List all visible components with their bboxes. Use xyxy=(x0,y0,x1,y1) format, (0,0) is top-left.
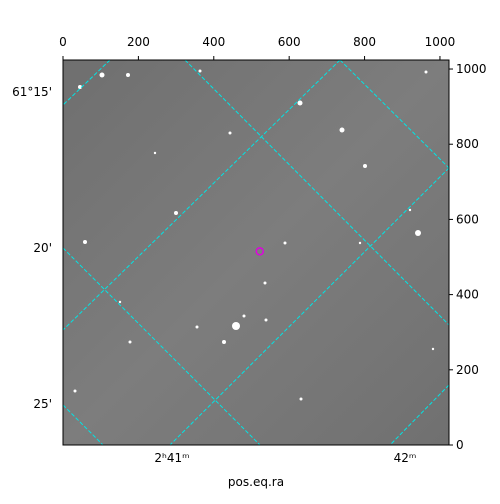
x-tick-label: 400 xyxy=(202,35,225,49)
marker xyxy=(255,247,265,256)
coordinate-grid xyxy=(62,59,450,446)
dec-tick-label: 61°15' xyxy=(12,85,52,99)
x-tick-label: 800 xyxy=(353,35,376,49)
y-tick-label: 400 xyxy=(456,288,479,302)
x-tick-label: 200 xyxy=(127,35,150,49)
dec-tick-label: 20' xyxy=(33,241,52,255)
stars xyxy=(73,69,435,401)
x-tick-label: 0 xyxy=(59,35,67,49)
y-tick-label: 0 xyxy=(456,438,464,452)
frame xyxy=(62,59,450,446)
y-tick-label: 600 xyxy=(456,212,479,226)
x-tick-label: 600 xyxy=(278,35,301,49)
x-axis-label: pos.eq.ra xyxy=(228,475,284,489)
dec-tick-label: 25' xyxy=(33,397,52,411)
y-tick-label: 800 xyxy=(456,137,479,151)
y-tick-label: 200 xyxy=(456,363,479,377)
x-tick-label: 1000 xyxy=(425,35,456,49)
ra-tick-label: 2ʰ41ᵐ xyxy=(154,451,189,465)
y-tick-label: 1000 xyxy=(456,62,487,76)
ra-tick-label: 42ᵐ xyxy=(394,451,417,465)
